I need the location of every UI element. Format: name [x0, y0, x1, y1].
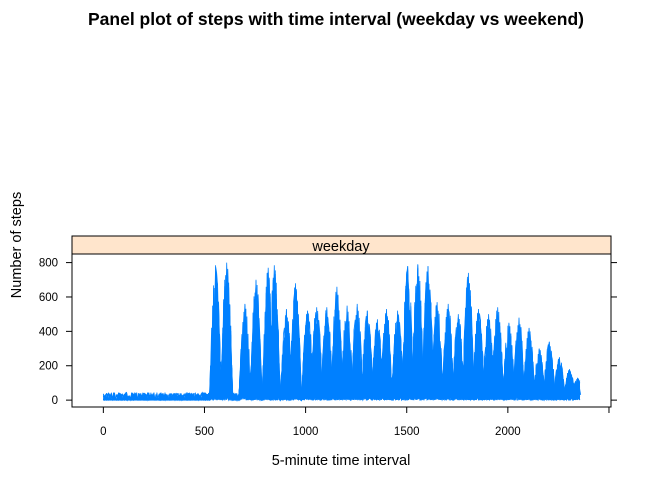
series-peak [292, 283, 299, 397]
series-peak [363, 310, 371, 397]
panel-strip-label: weekday [311, 239, 370, 255]
series-peak [304, 310, 312, 397]
x-tick-label: 1000 [293, 426, 319, 438]
series-peak [383, 308, 390, 397]
x-tick-label: 500 [195, 426, 214, 438]
series-peak [323, 307, 331, 397]
series-peak [353, 303, 361, 397]
y-tick-label: 800 [39, 258, 58, 270]
series-peak [223, 262, 231, 397]
series-peak [283, 308, 290, 397]
series-peak [556, 357, 563, 397]
series-peak [374, 319, 381, 397]
series-peak [485, 314, 493, 397]
series-peak [252, 279, 260, 397]
series-peak [424, 265, 432, 397]
y-axis: 0 200 400 600 800 [39, 258, 617, 407]
series-peak [545, 341, 553, 397]
series-peak [444, 303, 452, 397]
series-peak [505, 322, 513, 397]
x-tick-label: 1500 [394, 426, 420, 438]
y-axis-label: Number of steps [9, 192, 25, 298]
series-peak [343, 305, 351, 397]
series-peak [404, 265, 412, 397]
x-axis-label: 5-minute time interval [272, 453, 411, 469]
chart-title: Panel plot of steps with time interval (… [88, 9, 584, 29]
series-lines [102, 262, 582, 402]
series-peak [535, 348, 543, 397]
series-peak [494, 307, 502, 397]
y-tick-label: 0 [52, 395, 58, 407]
x-axis: 0 500 1000 1500 2000 [100, 407, 610, 438]
series-peak [465, 272, 472, 397]
series-peak [414, 264, 422, 397]
y-tick-label: 600 [39, 292, 58, 304]
series-peak [566, 369, 573, 397]
y-tick-label: 200 [39, 361, 58, 373]
series-peak [475, 308, 482, 397]
series-peak [394, 310, 402, 397]
panel-frame [71, 253, 612, 408]
series-peak [264, 267, 272, 397]
series-peak [515, 317, 523, 397]
series-peak [454, 314, 462, 397]
series-peak [525, 327, 533, 397]
series-peak [433, 302, 441, 397]
series-peak [241, 303, 249, 397]
x-tick-label: 0 [100, 426, 106, 438]
series-peak [333, 286, 341, 397]
series-peak [574, 377, 582, 397]
series-peak [212, 265, 219, 397]
series-peak [313, 307, 321, 397]
series-peak [270, 265, 278, 397]
x-tick-label: 2000 [495, 426, 521, 438]
panel-strip: weekday [71, 235, 612, 255]
y-tick-label: 400 [39, 326, 58, 338]
